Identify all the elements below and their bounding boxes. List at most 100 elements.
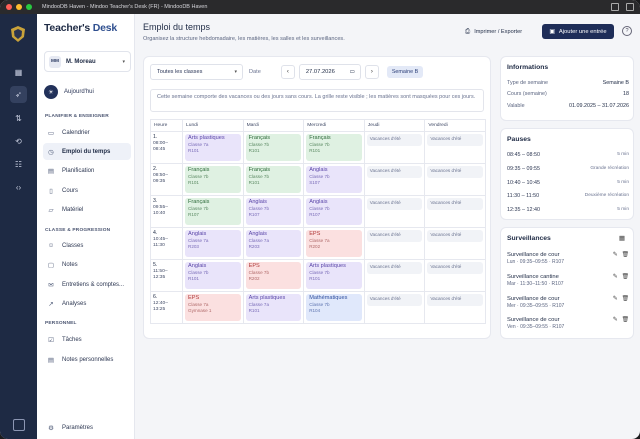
vacation-note: Cette semaine comporte des vacances ou d… bbox=[150, 89, 484, 112]
trash-icon[interactable]: 🗑 bbox=[621, 317, 629, 323]
lesson-cell: EPS Classe 7a Gymnase 1 bbox=[182, 291, 244, 324]
lesson-class: Classe 7b bbox=[309, 173, 330, 179]
info-key: Type de semaine bbox=[507, 80, 549, 86]
vacation-cell: Vacances d'été bbox=[424, 259, 486, 292]
close-window-button[interactable] bbox=[6, 4, 12, 10]
surveillance-item[interactable]: Surveillance de cour Ven · 09:35–09:55 ·… bbox=[507, 317, 629, 330]
dashboard-icon[interactable]: ▦ bbox=[14, 68, 23, 77]
lesson-room: R101 bbox=[188, 147, 199, 153]
lesson-block[interactable]: Arts plastiques Classe 7a R101 bbox=[245, 294, 302, 321]
help-icon[interactable]: ? bbox=[622, 26, 632, 36]
note-icon: ▤ bbox=[47, 356, 55, 364]
edit-icon[interactable]: ✎ bbox=[612, 317, 618, 323]
sidebar-item-parametres[interactable]: ⚙ Paramètres bbox=[48, 424, 94, 432]
section-plan: PLANIFIER & ENSEIGNER bbox=[45, 114, 109, 119]
maximize-window-button[interactable] bbox=[26, 4, 32, 10]
trash-icon[interactable]: 🗑 bbox=[621, 296, 629, 302]
today-button[interactable]: ☀ Aujourd'hui bbox=[44, 85, 94, 99]
calendar-icon[interactable]: ▦ bbox=[618, 235, 625, 242]
date-input[interactable]: 27.07.2026 ▭ bbox=[298, 64, 361, 80]
vacation-label: Vacances d'été bbox=[427, 230, 483, 242]
add-entry-button[interactable]: ▣ Ajouter une entrée bbox=[542, 24, 614, 39]
vacation-label: Vacances d'été bbox=[427, 134, 483, 146]
lesson-block[interactable]: Anglais Classe 7b R107 bbox=[245, 198, 302, 225]
class-filter-select[interactable]: Toutes les classes ▾ bbox=[150, 64, 243, 80]
panel-toggle-icon[interactable] bbox=[13, 419, 25, 431]
pause-time: 10:40 – 10:45 bbox=[507, 180, 540, 186]
lesson-block[interactable]: EPS Classe 7b R202 bbox=[245, 262, 302, 289]
edit-icon[interactable]: ✎ bbox=[612, 252, 618, 258]
sidebar-item-classes[interactable]: ☺ Classes bbox=[47, 242, 84, 249]
lesson-block[interactable]: Français Classe 7b R101 bbox=[245, 166, 302, 193]
share-icon[interactable] bbox=[611, 3, 619, 11]
lesson-subject: Français bbox=[188, 199, 210, 205]
sidebar-item-entretiens[interactable]: ✉ Entretiens & comptes... bbox=[48, 281, 125, 289]
folder-icon: ▱ bbox=[48, 206, 54, 214]
lesson-block[interactable]: Anglais Classe 7a R203 bbox=[185, 230, 241, 257]
trash-icon[interactable]: 🗑 bbox=[621, 274, 629, 280]
rocket-icon[interactable]: ➶ bbox=[10, 86, 27, 103]
surveillance-item[interactable]: Surveillance cantine Mar · 11:30–11:50 ·… bbox=[507, 274, 629, 287]
lesson-block[interactable]: Arts plastiques Classe 7a R101 bbox=[185, 134, 241, 161]
lesson-room: R203 bbox=[248, 243, 260, 249]
code-icon[interactable]: ‹› bbox=[15, 183, 22, 192]
sidebar-item-notes[interactable]: ▢ Notes bbox=[47, 261, 78, 269]
lesson-block[interactable]: EPS Classe 7a R202 bbox=[306, 230, 362, 257]
sidebar-item-analyses[interactable]: ↗ Analyses bbox=[48, 300, 87, 308]
sync-icon[interactable]: ⟲ bbox=[15, 137, 22, 146]
sidebar-item-taches[interactable]: ☑ Tâches bbox=[48, 336, 82, 344]
lesson-block[interactable]: Français Classe 7b R101 bbox=[245, 134, 302, 161]
lesson-class: Classe 7b bbox=[309, 141, 330, 147]
lesson-block[interactable]: Français Classe 7b R101 bbox=[306, 134, 362, 161]
pause-row: 08:45 – 08:50 5 min bbox=[507, 152, 629, 158]
lesson-subject: Français bbox=[248, 135, 271, 141]
lesson-subject: Arts plastiques bbox=[309, 263, 346, 269]
lesson-block[interactable]: Arts plastiques Classe 7b R101 bbox=[306, 262, 362, 289]
sidebar-item-calendrier[interactable]: ▭ Calendrier bbox=[47, 129, 90, 137]
lesson-block[interactable]: Anglais Classe 7a R203 bbox=[245, 230, 302, 257]
surveillance-meta: Mer · 09:35–09:55 · R107 bbox=[507, 303, 565, 309]
lesson-block[interactable]: Anglais Classe 7b S107 bbox=[306, 166, 362, 193]
user-switcher[interactable]: MM M. Moreau ▾ bbox=[44, 51, 131, 72]
sidebar-item-emploi-du-temps[interactable]: ◷ Emploi du temps bbox=[43, 143, 131, 160]
brand-title: Teacher's Desk bbox=[44, 22, 118, 34]
sidebar-toggle-icon[interactable] bbox=[626, 3, 634, 11]
lesson-block[interactable]: EPS Classe 7a Gymnase 1 bbox=[185, 294, 241, 321]
edit-icon[interactable]: ✎ bbox=[612, 296, 618, 302]
lesson-cell: EPS Classe 7b R202 bbox=[242, 259, 305, 292]
chat-icon: ✉ bbox=[48, 281, 54, 289]
lesson-block[interactable]: Français Classe 7b R101 bbox=[185, 166, 241, 193]
lesson-block[interactable]: Français Classe 7b R107 bbox=[185, 198, 241, 225]
prev-week-button[interactable]: ‹ bbox=[280, 65, 295, 79]
lesson-room: R202 bbox=[248, 275, 260, 281]
sidebar-item-cours[interactable]: ▯ Cours bbox=[43, 182, 131, 199]
planning-icon: ▤ bbox=[47, 167, 55, 175]
vacation-cell: Vacances d'été bbox=[363, 291, 426, 324]
period-cell: 5. 11:50– 12:35 bbox=[150, 259, 183, 292]
export-button[interactable]: ⎙ Imprimer / Exporter bbox=[465, 25, 522, 39]
database-icon[interactable]: ☷ bbox=[14, 160, 23, 169]
trash-icon[interactable]: 🗑 bbox=[621, 252, 629, 258]
pause-time: 08:45 – 08:50 bbox=[507, 152, 540, 158]
col-header-day: Lundi bbox=[182, 119, 244, 132]
lesson-room: R101 bbox=[309, 147, 321, 153]
pause-row: 11:30 – 11:50 Deuxième récréation bbox=[507, 193, 629, 199]
next-week-button[interactable]: › bbox=[364, 65, 379, 79]
sidebar-item-planification[interactable]: ▤ Planification bbox=[47, 167, 95, 175]
section-classe: CLASSE & PROGRESSION bbox=[45, 228, 111, 233]
sidebar-item-notes-personnelles[interactable]: ▤ Notes personnelles bbox=[47, 356, 114, 364]
lesson-block[interactable]: Anglais Classe 7b R107 bbox=[306, 198, 362, 225]
edit-icon[interactable]: ✎ bbox=[612, 274, 618, 280]
lesson-subject: Arts plastiques bbox=[248, 295, 286, 301]
lesson-block[interactable]: Anglais Classe 7b R101 bbox=[185, 262, 241, 289]
minimize-window-button[interactable] bbox=[16, 4, 22, 10]
sidebar-item-materiel[interactable]: ▱ Matériel bbox=[48, 206, 84, 214]
surveillance-item[interactable]: Surveillance de cour Mer · 09:35–09:55 ·… bbox=[507, 296, 629, 309]
lesson-cell: Français Classe 7b R107 bbox=[182, 195, 244, 228]
sort-icon[interactable]: ⇅ bbox=[15, 114, 22, 123]
surveillance-item[interactable]: Surveillance de cour Lun · 09:35–09:55 ·… bbox=[507, 252, 629, 265]
lesson-subject: Français bbox=[188, 167, 210, 173]
date-label: Date bbox=[249, 69, 261, 75]
schedule-card: Toutes les classes ▾ Date ‹ 27.07.2026 ▭ ›… bbox=[143, 56, 491, 339]
lesson-block[interactable]: Mathématiques Classe 7b R104 bbox=[306, 294, 362, 321]
